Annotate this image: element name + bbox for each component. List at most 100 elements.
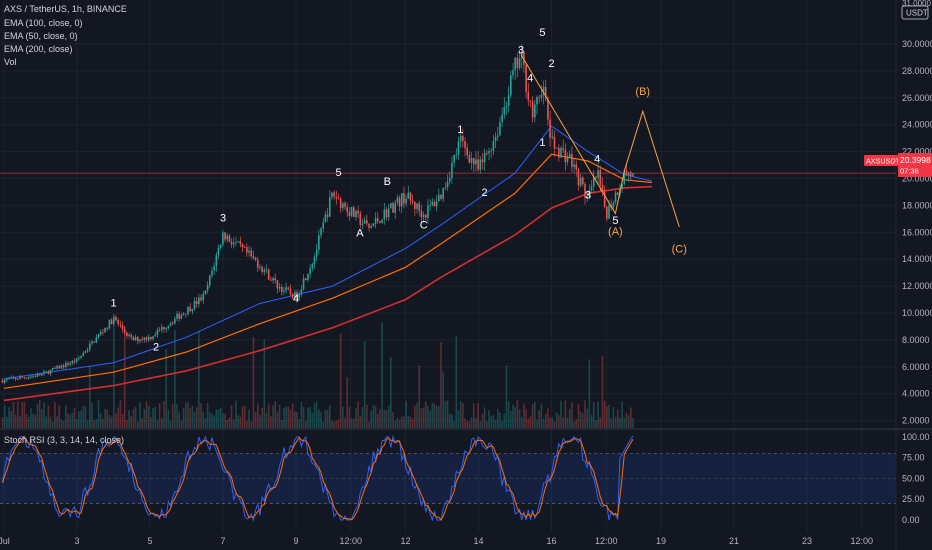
volume-bar	[466, 421, 468, 428]
price-tag: AXSUSDT 20.3998 07:36	[864, 153, 932, 177]
legend-ema-200[interactable]: EMA (200, close)	[4, 44, 73, 54]
wave-label: 4	[527, 73, 533, 85]
candle-body	[523, 52, 525, 65]
volume-bar	[464, 418, 466, 428]
volume-bar	[623, 417, 626, 428]
currency-badge-label: USDT	[906, 9, 928, 18]
volume-bar	[320, 412, 322, 428]
time-tick-label: 12:00	[850, 536, 873, 546]
volume-bar	[562, 417, 564, 428]
candle-body	[178, 313, 181, 319]
candle-body	[566, 157, 569, 163]
volume-bar	[374, 405, 377, 428]
volume-bar	[575, 419, 578, 428]
volume-bar	[217, 409, 220, 428]
candle-body	[405, 198, 407, 204]
volume-bar	[241, 406, 244, 428]
volume-bar	[440, 342, 442, 428]
volume-bar	[592, 402, 595, 428]
candle-body	[189, 307, 191, 312]
volume-bar	[119, 400, 122, 428]
candle-body	[62, 365, 65, 368]
volume-bar	[239, 416, 242, 428]
candle-body	[134, 336, 137, 341]
volume-bar	[470, 417, 473, 428]
candle-body	[352, 207, 355, 218]
stoch-tick-label: 100.00	[902, 432, 930, 442]
volume-bar	[176, 404, 178, 428]
currency-badge[interactable]	[901, 5, 929, 20]
volume-bar	[206, 403, 209, 428]
volume-bar	[158, 402, 161, 428]
volume-bar	[510, 411, 512, 428]
candle-body	[479, 159, 482, 170]
wave-label: C	[420, 219, 428, 231]
candle-body	[136, 336, 139, 342]
legend-ema-100[interactable]: EMA (100, close, 0)	[4, 18, 83, 28]
legend-stoch-rsi[interactable]: Stoch RSI (3, 3, 14, 14, close)	[4, 435, 125, 445]
price-tick-label: 28.0000	[902, 66, 932, 76]
legend-volume[interactable]: Vol	[4, 57, 17, 67]
volume-bar	[337, 419, 340, 428]
candle-body	[167, 325, 170, 329]
volume-bar	[304, 420, 307, 428]
volume-bar	[488, 410, 490, 428]
volume-bar	[595, 420, 597, 428]
candle-body	[486, 152, 488, 154]
price-pane[interactable]	[0, 0, 896, 428]
candle-body	[516, 57, 519, 68]
candle-body	[571, 154, 573, 168]
price-tag-symbol: AXSUSDT	[866, 157, 901, 166]
volume-bar	[457, 410, 460, 428]
candle-body	[49, 369, 52, 374]
candle-body	[165, 328, 167, 330]
candle-body	[126, 332, 128, 336]
volume-bar	[14, 414, 17, 428]
volume-bar	[507, 401, 510, 428]
volume-bar	[1, 417, 4, 428]
volume-bar	[112, 323, 115, 428]
time-axis[interactable]	[0, 532, 932, 550]
volume-bar	[132, 409, 135, 428]
ema-50-line	[3, 125, 653, 380]
price-axis[interactable]	[896, 0, 932, 550]
price-axis-ticks: 2.0000 4.0000 6.0000 8.0000 10.0000 12.0000 14…	[902, 39, 932, 426]
candle-body	[235, 241, 237, 243]
volume-bar	[134, 406, 137, 428]
stoch-band	[0, 453, 896, 504]
volume-bar	[496, 408, 499, 428]
candle-body	[420, 210, 423, 218]
candle-body	[17, 379, 19, 380]
candle-body	[121, 324, 124, 330]
volume-bar	[368, 421, 370, 428]
candle-body	[267, 269, 270, 280]
price-tick-label: 6.0000	[902, 362, 930, 372]
candle-body	[206, 285, 209, 291]
candle-body	[553, 136, 556, 149]
volume-bar	[577, 403, 580, 428]
time-tick-label: 14	[473, 536, 483, 546]
candle-body	[45, 371, 47, 373]
candle-body	[499, 122, 501, 136]
candle-body	[529, 100, 532, 102]
candle-body	[630, 172, 632, 176]
candle-body	[219, 244, 222, 248]
candle-body	[595, 176, 597, 178]
volume-bar	[608, 404, 610, 428]
candle-body	[21, 376, 23, 378]
volume-bar	[453, 420, 455, 428]
volume-bar	[503, 413, 506, 428]
volume-bar	[379, 409, 381, 428]
candle-body	[254, 257, 257, 261]
candle-body	[222, 232, 224, 245]
volume-bar	[143, 408, 146, 428]
volume-bar	[195, 407, 198, 428]
candle-body	[246, 247, 248, 253]
candle-body	[623, 170, 626, 184]
legend-ema-50[interactable]: EMA (50, close, 0)	[4, 31, 78, 41]
candle-body	[302, 278, 305, 290]
candle-body	[60, 365, 63, 369]
candle-body	[505, 106, 508, 108]
volume-bar	[91, 402, 93, 428]
